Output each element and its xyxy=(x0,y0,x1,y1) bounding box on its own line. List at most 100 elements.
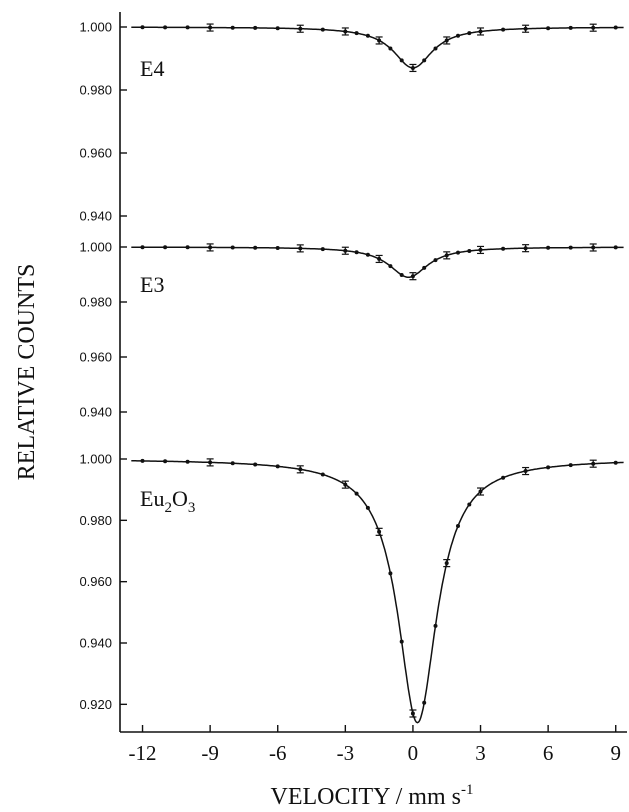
error-bar xyxy=(296,244,304,253)
error-bar xyxy=(206,458,214,467)
error-bar xyxy=(206,23,214,32)
y-axis-title: RELATIVE COUNTS xyxy=(14,264,40,481)
x-tick-label: -3 xyxy=(337,741,355,765)
data-point xyxy=(253,25,258,30)
x-tick-label: -12 xyxy=(129,741,157,765)
data-point xyxy=(433,46,438,51)
data-point xyxy=(365,505,370,510)
data-point xyxy=(354,250,359,255)
error-bar xyxy=(522,466,530,476)
error-bar xyxy=(522,24,530,33)
data-point xyxy=(433,258,438,263)
data-point xyxy=(354,491,359,496)
error-bar xyxy=(589,23,597,32)
data-point xyxy=(253,245,258,250)
error-bar xyxy=(477,487,485,496)
data-point xyxy=(546,465,551,470)
data-point xyxy=(568,463,573,468)
data-point xyxy=(365,33,370,38)
panel-1: 1.000 0.980 0.960 0.940 E4 xyxy=(79,20,624,224)
data-point xyxy=(422,58,427,63)
data-point xyxy=(253,462,258,467)
data-point xyxy=(456,524,460,528)
error-bar xyxy=(206,243,214,252)
y-tick-label: 0.960 xyxy=(79,146,112,161)
panel-2: 1.000 0.980 0.960 0.940 E3 xyxy=(79,240,624,420)
data-point xyxy=(568,245,573,250)
spectra-panels: 1.000 0.980 0.960 0.940 E4 1.000 0.980 0.960 0.9… xyxy=(79,20,624,724)
sample-label-2: E3 xyxy=(140,272,164,297)
error-bar xyxy=(296,465,304,474)
y-tick-label: 0.960 xyxy=(79,350,112,365)
data-point xyxy=(163,459,168,464)
data-point xyxy=(320,27,325,32)
x-tick-label: 0 xyxy=(408,741,419,765)
data-point xyxy=(185,245,190,250)
x-tick-label: 6 xyxy=(543,741,554,765)
data-point xyxy=(399,58,404,63)
error-bar xyxy=(341,246,349,255)
data-point xyxy=(163,245,168,250)
data-point xyxy=(501,246,506,251)
error-bar xyxy=(375,254,383,264)
sample-label-1: E4 xyxy=(140,56,164,81)
data-point xyxy=(185,459,190,464)
error-bar xyxy=(375,527,383,536)
y-tick-label: 1.000 xyxy=(79,20,112,35)
data-point xyxy=(546,245,551,250)
data-point xyxy=(546,26,551,31)
data-point xyxy=(613,25,618,30)
error-bar xyxy=(375,36,383,45)
fit-curve-3 xyxy=(131,460,624,724)
error-bar xyxy=(477,245,485,255)
error-bar xyxy=(409,709,417,718)
x-axis-title-text: VELOCITY / mm s xyxy=(271,784,461,810)
data-point xyxy=(275,26,280,31)
error-bar xyxy=(341,27,349,36)
data-point xyxy=(185,25,190,30)
data-point xyxy=(568,25,573,30)
y-tick-label: 0.960 xyxy=(79,574,112,589)
error-bar xyxy=(341,480,349,489)
data-point xyxy=(140,458,145,463)
data-point xyxy=(365,252,370,257)
fit-curve-1 xyxy=(131,26,624,69)
data-point xyxy=(354,31,359,36)
panel-3: 1.000 0.980 0.960 0.940 0.920 Eu2O3 xyxy=(79,452,624,724)
y-tick-label: 0.980 xyxy=(79,513,112,528)
error-bar xyxy=(409,272,417,281)
error-bar xyxy=(522,244,530,253)
y-tick-label: 0.940 xyxy=(79,209,112,224)
y-tick-label: 0.940 xyxy=(79,405,112,420)
x-tick-label: 3 xyxy=(475,741,486,765)
data-point xyxy=(230,25,235,30)
data-point xyxy=(467,502,472,507)
sample-label-3: Eu2O3 xyxy=(140,486,195,516)
data-point xyxy=(140,25,145,30)
data-point xyxy=(613,460,618,465)
error-bar xyxy=(443,559,451,568)
y-tick-label: 1.000 xyxy=(79,240,112,255)
data-point xyxy=(140,245,145,250)
data-point xyxy=(388,571,393,576)
data-point xyxy=(467,31,472,36)
x-tick-label: -9 xyxy=(201,741,219,765)
data-point xyxy=(501,475,506,480)
error-bar xyxy=(443,36,451,45)
y-tick-label: 0.980 xyxy=(79,83,112,98)
data-point xyxy=(467,249,472,253)
data-point xyxy=(433,623,438,628)
x-tick-label: -6 xyxy=(269,741,287,765)
data-point xyxy=(320,247,325,252)
y-tick-label: 0.920 xyxy=(79,697,112,712)
data-point xyxy=(275,464,280,469)
y-tick-label: 0.940 xyxy=(79,636,112,651)
data-point xyxy=(230,245,235,250)
data-point xyxy=(613,245,618,250)
data-point xyxy=(456,250,460,255)
data-point xyxy=(456,33,460,38)
x-axis: -12 -9 -6 -3 0 3 6 9 xyxy=(129,725,621,765)
data-point xyxy=(399,639,404,644)
x-axis-title-superscript: -1 xyxy=(461,782,474,798)
